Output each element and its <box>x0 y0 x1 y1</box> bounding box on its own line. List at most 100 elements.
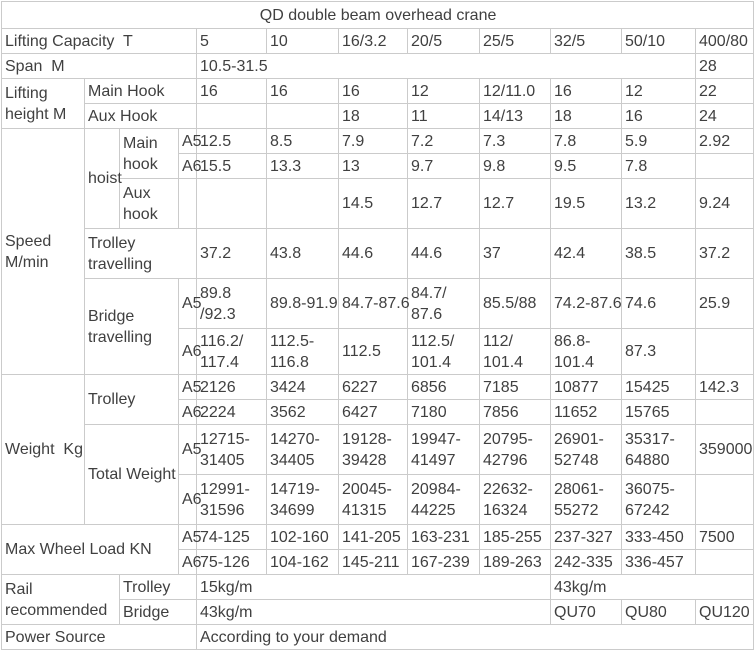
table-cell: 112.5- 116.8 <box>266 328 339 375</box>
table-cell: 7180 <box>407 399 480 425</box>
row-label: Weight Kg <box>1 374 85 525</box>
max-wheel-load-a6-row: A6 75-126 104-162 145-211 167-239 189-263 242-… <box>2 549 754 575</box>
row-label: Trolley <box>119 574 197 600</box>
row-label: Aux hook <box>119 178 179 229</box>
duty-class-cell: A6 <box>178 328 202 375</box>
table-cell: 9.8 <box>479 153 551 179</box>
table-cell: 42.4 <box>550 228 622 279</box>
weight-trolley-a5-row: Weight Kg Trolley A5 2126 3424 6227 6856 7185 10… <box>1 374 754 525</box>
table-cell: 16/3.2 <box>338 28 408 54</box>
table-cell: 112.5/ 101.4 <box>407 328 480 375</box>
table-cell: 89.8 /92.3 <box>196 278 267 329</box>
table-cell: 15425 <box>621 374 696 400</box>
row-label: Rail recommended <box>1 574 120 625</box>
max-wheel-load-a5-row: Max Wheel Load KN A5 74-125 102-160 141-205 1… <box>1 524 754 575</box>
table-cell: 12715- 31405 <box>196 424 267 475</box>
table-cell: 15kg/m <box>196 574 551 600</box>
table-cell: 44.6 <box>338 228 408 279</box>
table-cell: QU70 <box>550 599 622 625</box>
table-cell: 16 <box>266 78 339 104</box>
duty-class-cell <box>178 178 197 229</box>
table-cell: 9.5 <box>550 153 622 179</box>
table-cell: 7.8 <box>621 153 696 179</box>
row-label: Speed M/min <box>1 128 85 375</box>
table-cell: 84.7/ 87.6 <box>407 278 480 329</box>
table-cell: 37.2 <box>196 228 267 279</box>
duty-class-cell: A6 <box>178 399 202 425</box>
table-cell: According to your demand <box>195 624 754 650</box>
rail-bridge-row: Bridge 43kg/m QU70 QU80 QU120 <box>2 599 754 625</box>
speed-bridge-travelling-a5-row: Bridge travelling A5 89.8 /92.3 89.8-91.9 84… <box>2 278 754 375</box>
table-cell: 35317- 64880 <box>621 424 696 475</box>
duty-class-cell: A6 <box>178 474 202 525</box>
table-cell: 19.5 <box>550 178 622 229</box>
table-cell: 7.8 <box>550 128 622 154</box>
table-cell: 14270- 34405 <box>266 424 339 475</box>
table-cell <box>266 178 339 229</box>
table-cell: 37 <box>479 228 551 279</box>
table-cell: 237-327 <box>550 524 622 550</box>
table-cell: 15.5 <box>196 153 267 179</box>
duty-class-cell: A6 <box>178 549 202 575</box>
row-label: Power Source <box>1 624 197 650</box>
table-cell: 75-126 <box>196 549 267 575</box>
row-label: hoist <box>84 128 122 229</box>
table-cell <box>694 153 754 179</box>
table-cell: 7.3 <box>479 128 551 154</box>
table-cell <box>266 103 339 129</box>
table-cell <box>694 549 754 575</box>
table-cell: 12 <box>621 78 696 104</box>
row-label: Lifting height M <box>1 78 85 129</box>
table-cell: 7856 <box>479 399 551 425</box>
table-cell: 15765 <box>621 399 696 425</box>
duty-class-cell: A5 <box>178 278 202 329</box>
table-cell: 16 <box>550 78 622 104</box>
row-label: Max Wheel Load KN <box>1 524 179 575</box>
table-cell: 185-255 <box>479 524 551 550</box>
table-cell: 7.9 <box>338 128 408 154</box>
table-cell: 7185 <box>479 374 551 400</box>
table-cell: 5 <box>196 28 267 54</box>
table-cell: 74.6 <box>621 278 696 329</box>
title-row: QD double beam overhead crane <box>0 1 754 29</box>
table-cell: 10.5-31.5 <box>196 53 696 79</box>
table-cell: QU120 <box>694 599 754 625</box>
table-cell: 26901- 52748 <box>550 424 622 475</box>
table-cell: 359000 <box>694 424 754 475</box>
table-cell: 11 <box>407 103 480 129</box>
table-cell: 38.5 <box>621 228 696 279</box>
table-cell: 10 <box>266 28 339 54</box>
table-cell: 16 <box>338 78 408 104</box>
table-cell: 167-239 <box>407 549 480 575</box>
table-cell: 86.8- 101.4 <box>550 328 622 375</box>
table-cell: 22 <box>694 78 754 104</box>
row-label: Bridge <box>119 599 197 625</box>
duty-class-cell: A5 <box>178 128 202 154</box>
table-cell: 112/ 101.4 <box>479 328 551 375</box>
table-cell: 12 <box>407 78 480 104</box>
table-cell: 50/10 <box>621 28 696 54</box>
row-label: Total Weight <box>84 424 179 525</box>
table-cell: 2224 <box>196 399 267 425</box>
table-cell: 7500 <box>694 524 754 550</box>
table-cell: 189-263 <box>479 549 551 575</box>
table-cell: 89.8-91.9 <box>266 278 339 329</box>
table-cell: 19128- 39428 <box>338 424 408 475</box>
table-cell: 116.2/ 117.4 <box>196 328 267 375</box>
table-cell: 5.9 <box>621 128 696 154</box>
row-label: Main Hook <box>84 78 197 104</box>
lifting-capacity-row: Lifting Capacity T 5 10 16/3.2 20/5 25/5 32/5 5… <box>1 28 754 54</box>
table-cell: 142.3 <box>694 374 754 400</box>
row-label: Aux Hook <box>84 103 197 129</box>
table-cell: 6856 <box>407 374 480 400</box>
table-cell: 104-162 <box>266 549 339 575</box>
duty-class-cell: A5 <box>178 374 202 400</box>
table-cell: 36075- 67242 <box>621 474 696 525</box>
table-cell: 43.8 <box>266 228 339 279</box>
table-cell: 12.7 <box>479 178 551 229</box>
table-cell: 25/5 <box>479 28 551 54</box>
table-cell: 85.5/88 <box>479 278 551 329</box>
table-cell: 87.3 <box>621 328 696 375</box>
table-cell: 3424 <box>266 374 339 400</box>
